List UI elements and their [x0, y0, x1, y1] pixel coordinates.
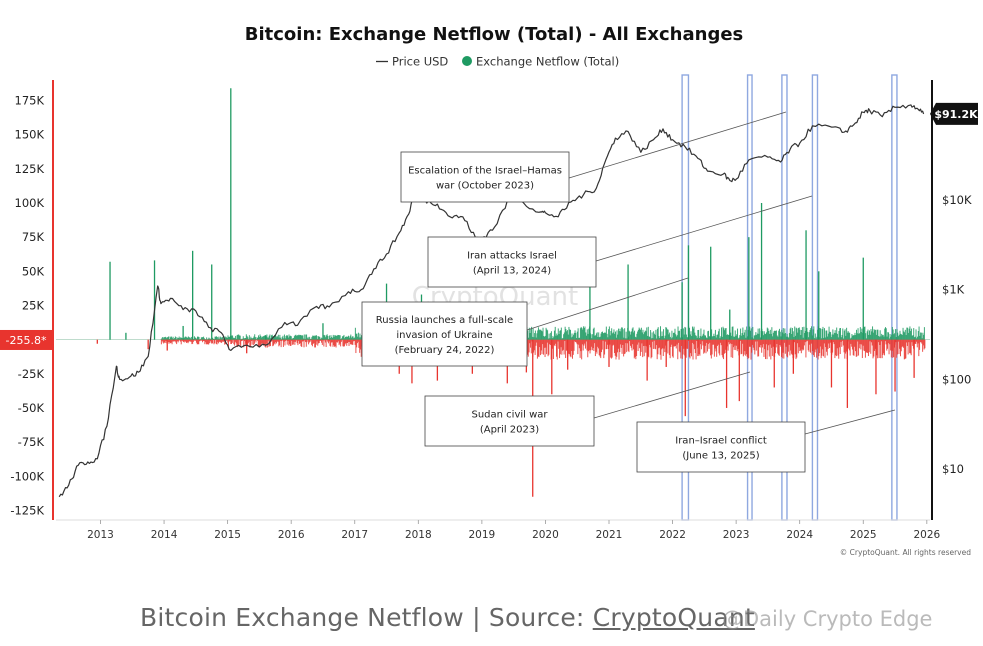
x-tick-label: 2019: [469, 529, 496, 541]
x-tick-label: 2026: [913, 529, 940, 541]
annotations: Escalation of the Israel–Hamas war (Octob…: [361, 111, 896, 473]
legend-item: Price USD: [376, 55, 448, 69]
left-tick-label: 75K: [22, 230, 45, 244]
annotation-text: invasion of Ukraine: [396, 330, 492, 341]
axes: 175K 150K 125K 100K 75K 50K 25K -25K -50K -75K -10…: [0, 80, 978, 541]
left-badge-bg: [0, 329, 52, 350]
x-tick-label: 2017: [341, 529, 368, 541]
left-current-value-badge: -255.8*: [0, 329, 52, 350]
footer-caption: Bitcoin Exchange Netflow | Source: Crypt…: [140, 603, 755, 632]
annotation-text: Russia launches a full-scale: [376, 315, 513, 326]
annotation-leader-line: [526, 277, 689, 331]
annotation-text: Iran attacks Israel: [467, 251, 557, 262]
annotation-text: Sudan civil war: [471, 410, 548, 421]
annotation-text: (June 13, 2025): [682, 451, 759, 462]
x-tick-label: 2014: [151, 529, 178, 541]
legend: Price USD Exchange Netflow (Total): [376, 55, 619, 69]
annotation-box: [361, 301, 528, 367]
legend-label: Price USD: [392, 55, 448, 69]
annotation: Sudan civil war (April 2023): [424, 371, 751, 447]
x-tick-label: 2024: [786, 529, 813, 541]
annotation-text: (February 24, 2022): [395, 345, 495, 356]
right-tick-label: $100: [942, 372, 971, 386]
left-tick-label: 25K: [22, 298, 45, 312]
price-line: [58, 104, 925, 498]
right-tick-label: $1K: [942, 283, 965, 297]
source-link[interactable]: CryptoQuant: [592, 603, 755, 632]
left-tick-label: -25K: [18, 367, 45, 381]
price-series: [58, 104, 925, 498]
x-tick-label: 2013: [87, 529, 114, 541]
legend-label: Exchange Netflow (Total): [476, 55, 619, 69]
legend-dot-swatch: [462, 56, 472, 66]
annotation-box: [427, 236, 597, 288]
left-tick-label: 100K: [15, 196, 45, 210]
annotation-text: war (October 2023): [436, 181, 534, 192]
left-tick-label: -75K: [18, 435, 45, 449]
right-badge-bg: [930, 102, 978, 125]
x-tick-label: 2021: [596, 529, 623, 541]
annotation: Iran–Israel conflict (June 13, 2025): [636, 409, 896, 473]
annotation-box: [424, 395, 595, 447]
annotation-box: [400, 151, 570, 203]
legend-item: Exchange Netflow (Total): [462, 55, 619, 69]
footer-prefix: Bitcoin Exchange Netflow | Source:: [140, 603, 593, 632]
annotation-text: (April 13, 2024): [473, 266, 551, 277]
left-tick-label: 175K: [15, 93, 45, 107]
footer-watermark: @Daily Crypto Edge: [722, 607, 933, 631]
x-tick-label: 2018: [405, 529, 432, 541]
chart: Bitcoin: Exchange Netflow (Total) - All …: [0, 24, 978, 557]
right-tick-label: $10: [942, 462, 964, 476]
x-tick-label: 2016: [278, 529, 305, 541]
annotation: Iran attacks Israel (April 13, 2024): [427, 195, 813, 288]
right-badge-text: $91.2K: [934, 108, 978, 121]
annotation-leader-line: [593, 371, 751, 419]
left-tick-label: -125K: [10, 503, 44, 517]
left-tick-label: -100K: [10, 469, 44, 483]
annotation-leader-line: [595, 195, 813, 262]
annotation-text: Iran–Israel conflict: [675, 436, 767, 447]
x-tick-label: 2015: [214, 529, 241, 541]
annotation: Escalation of the Israel–Hamas war (Octob…: [400, 111, 787, 203]
left-tick-label: -50K: [18, 401, 45, 415]
annotation-leader-line: [804, 409, 896, 435]
x-tick-label: 2023: [723, 529, 750, 541]
x-tick-label: 2022: [659, 529, 686, 541]
x-tick-label: 2025: [850, 529, 877, 541]
annotation-box: [636, 421, 806, 473]
annotation-leader-line: [568, 111, 787, 179]
right-current-value-badge: $91.2K: [930, 102, 978, 125]
annotation-text: (April 2023): [480, 425, 539, 436]
annotation-text: Escalation of the Israel–Hamas: [408, 166, 562, 177]
left-badge-text: -255.8*: [6, 334, 47, 347]
x-tick-label: 2020: [532, 529, 559, 541]
annotation: Russia launches a full-scale invasion of …: [361, 277, 689, 367]
left-tick-label: 50K: [22, 264, 45, 278]
right-tick-label: $10K: [942, 193, 972, 207]
copyright-text: © CryptoQuant. All rights reserved: [840, 548, 971, 557]
left-tick-label: 125K: [15, 162, 45, 176]
left-tick-label: 150K: [15, 128, 45, 142]
chart-title: Bitcoin: Exchange Netflow (Total) - All …: [245, 24, 744, 45]
